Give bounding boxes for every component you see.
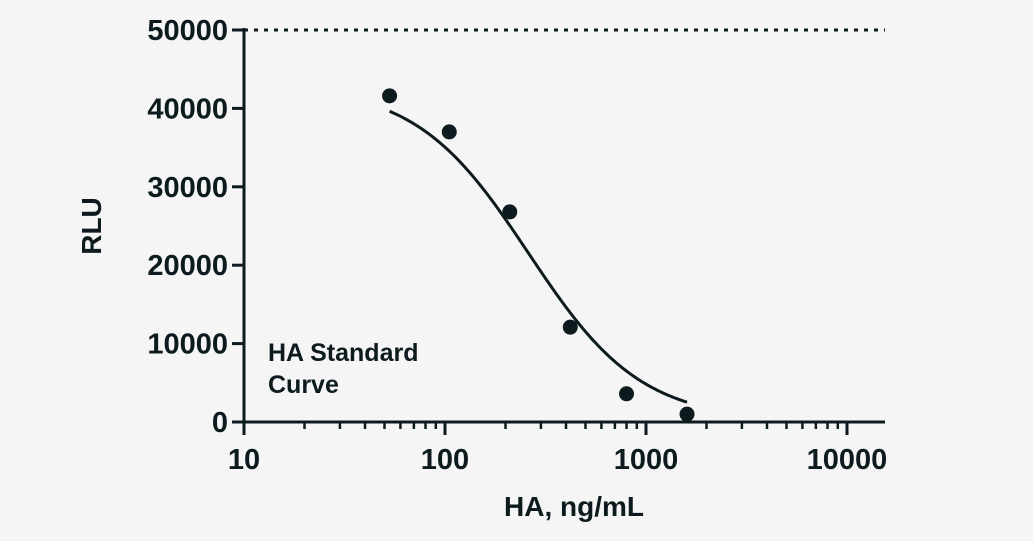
y-tick-label: 10000 [147,329,228,361]
y-axis-title: RLU [76,197,107,255]
x-tick-label: 10000 [807,444,888,476]
data-points [382,88,695,422]
fit-curve [388,109,688,404]
y-tick-label: 50000 [147,15,228,47]
data-point [382,88,398,104]
data-point [619,386,635,402]
fit-curve-group [388,109,688,404]
data-point [502,204,518,220]
data-point [562,319,578,335]
tick-labels: 0 10000 20000 30000 40000 50000 10 100 1000 10000 [147,15,887,476]
y-tick-label: 30000 [147,172,228,204]
y-tick-label: 20000 [147,250,228,282]
annotation-line-2: Curve [268,371,339,399]
annotation-line-1: HA Standard [268,339,418,367]
data-point [679,406,695,422]
x-tick-label: 1000 [614,444,679,476]
y-tick-label: 0 [212,407,228,439]
data-point [441,124,457,140]
x-tick-label: 100 [421,444,469,476]
y-tick-label: 40000 [147,93,228,125]
x-axis-title: HA, ng/mL [504,491,644,522]
x-tick-label: 10 [228,444,260,476]
axes [232,28,885,435]
